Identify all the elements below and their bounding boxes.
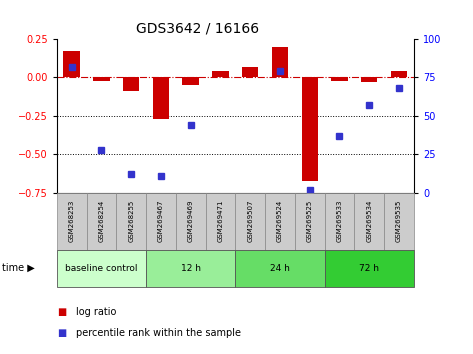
Text: 24 h: 24 h bbox=[270, 264, 290, 273]
Text: GSM269535: GSM269535 bbox=[396, 200, 402, 242]
Text: 72 h: 72 h bbox=[359, 264, 379, 273]
Bar bbox=[242, 67, 258, 78]
Bar bbox=[272, 47, 288, 78]
Bar bbox=[324, 193, 354, 250]
Text: ■: ■ bbox=[57, 307, 66, 316]
Text: GSM269534: GSM269534 bbox=[366, 200, 372, 242]
Text: GSM269471: GSM269471 bbox=[218, 200, 223, 242]
Text: percentile rank within the sample: percentile rank within the sample bbox=[76, 328, 241, 338]
Text: GSM268253: GSM268253 bbox=[69, 200, 75, 242]
Bar bbox=[324, 250, 414, 287]
Text: ■: ■ bbox=[57, 328, 66, 338]
Bar bbox=[361, 78, 377, 82]
Bar bbox=[235, 250, 324, 287]
Text: GSM268254: GSM268254 bbox=[98, 200, 105, 242]
Text: GSM269524: GSM269524 bbox=[277, 200, 283, 242]
Bar bbox=[212, 71, 228, 78]
Bar bbox=[265, 193, 295, 250]
Text: GSM269469: GSM269469 bbox=[188, 200, 193, 242]
Bar bbox=[176, 193, 206, 250]
Text: GSM269525: GSM269525 bbox=[307, 200, 313, 242]
Bar bbox=[123, 78, 140, 91]
Text: log ratio: log ratio bbox=[76, 307, 116, 316]
Text: baseline control: baseline control bbox=[65, 264, 138, 273]
Bar bbox=[87, 193, 116, 250]
Text: GSM269533: GSM269533 bbox=[336, 200, 342, 242]
Text: 12 h: 12 h bbox=[181, 264, 201, 273]
Bar bbox=[146, 193, 176, 250]
Bar bbox=[206, 193, 236, 250]
Text: GSM269507: GSM269507 bbox=[247, 200, 253, 242]
Bar bbox=[57, 250, 146, 287]
Bar bbox=[146, 250, 236, 287]
Text: GSM269467: GSM269467 bbox=[158, 200, 164, 242]
Text: GDS3642 / 16166: GDS3642 / 16166 bbox=[136, 21, 259, 35]
Bar bbox=[384, 193, 414, 250]
Bar bbox=[57, 193, 87, 250]
Bar bbox=[93, 78, 110, 80]
Text: GSM268255: GSM268255 bbox=[128, 200, 134, 242]
Text: time ▶: time ▶ bbox=[2, 263, 35, 273]
Bar bbox=[153, 78, 169, 119]
Bar bbox=[391, 71, 407, 78]
Bar bbox=[183, 78, 199, 85]
Bar bbox=[354, 193, 384, 250]
Bar bbox=[63, 51, 80, 78]
Bar bbox=[235, 193, 265, 250]
Bar bbox=[295, 193, 324, 250]
Bar bbox=[331, 78, 348, 80]
Bar bbox=[301, 78, 318, 181]
Bar bbox=[116, 193, 146, 250]
